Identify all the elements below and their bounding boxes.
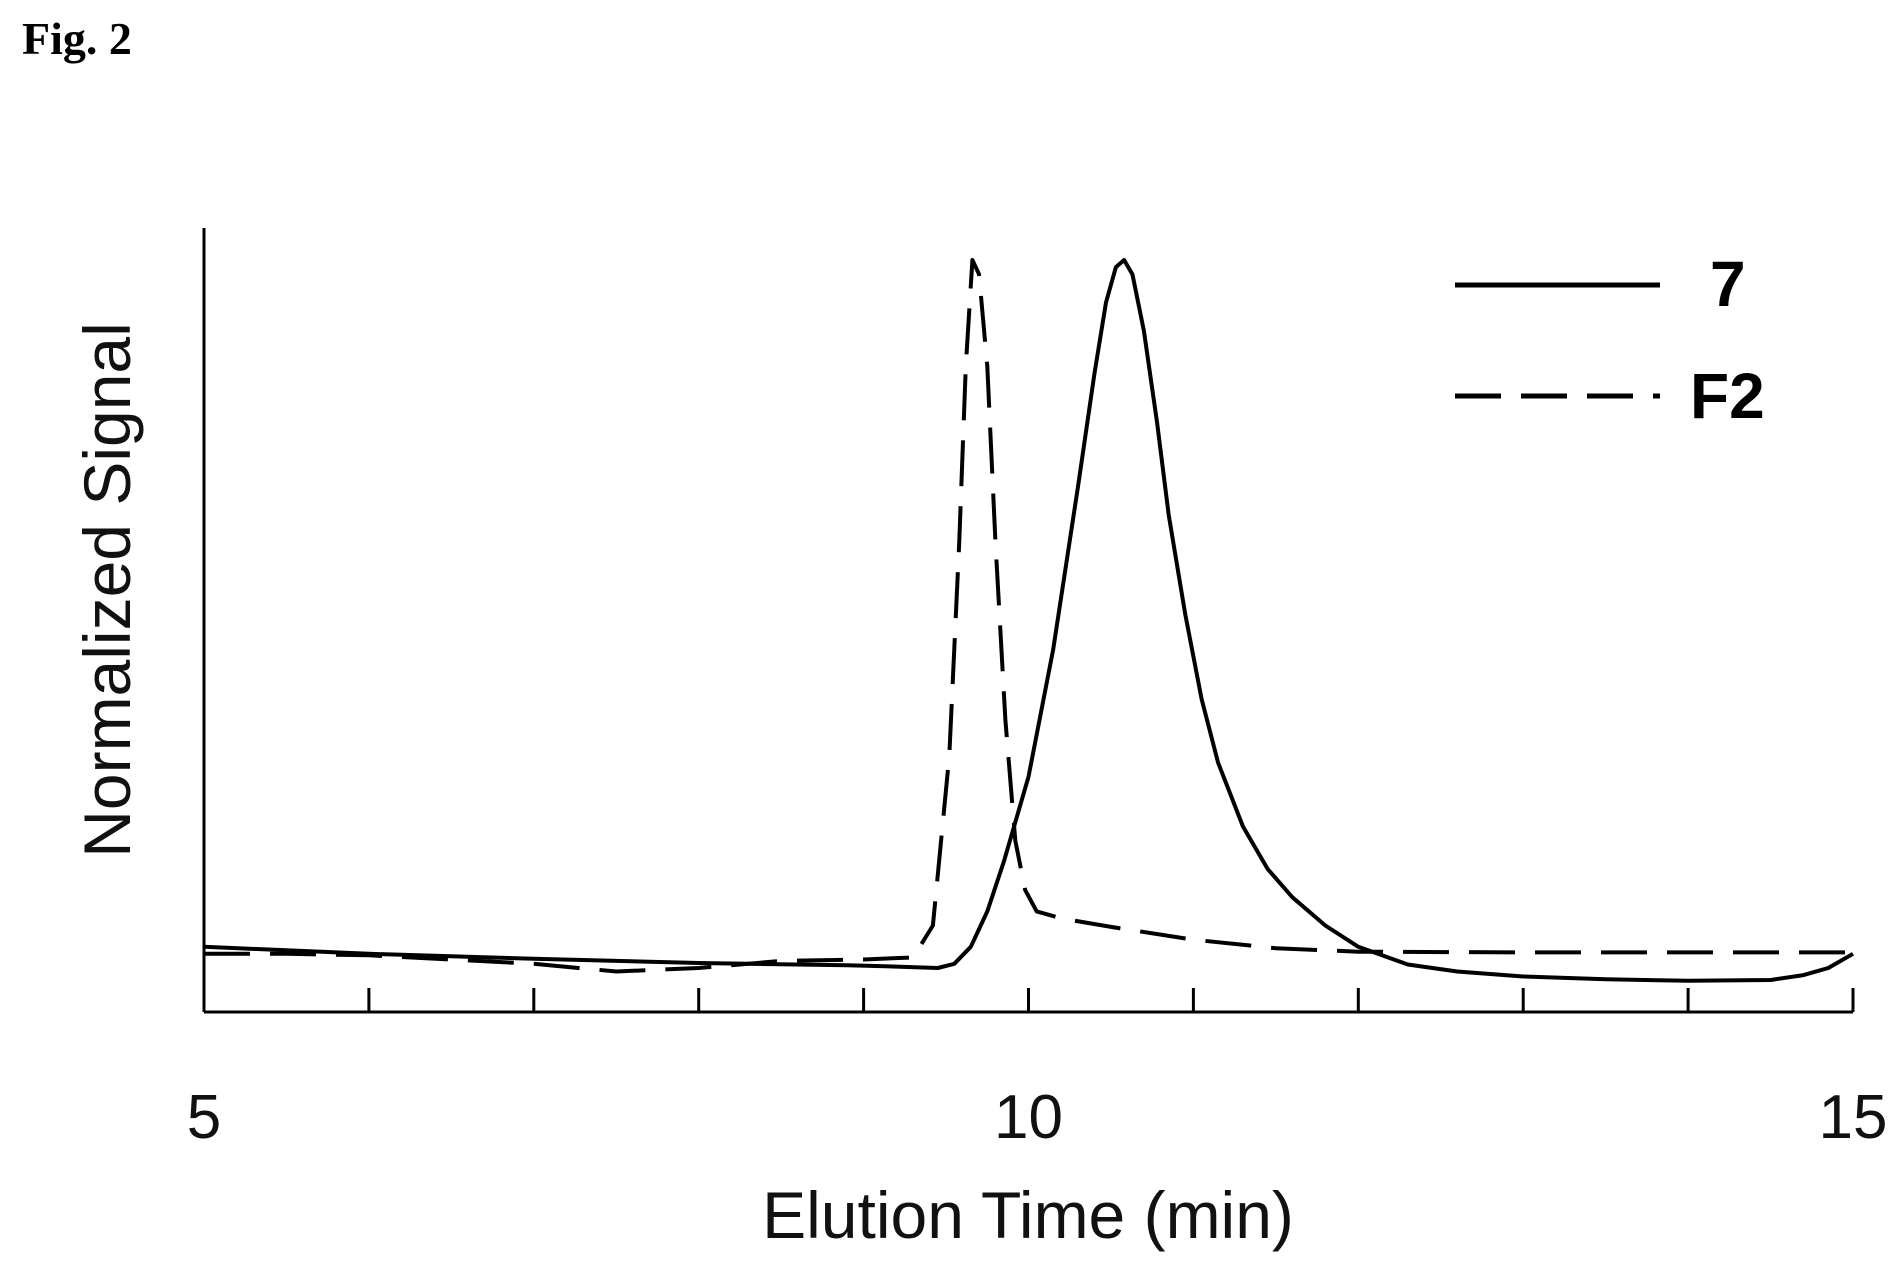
x-tick-labels: 5 10 15 — [187, 1083, 1888, 1152]
x-tick-label: 15 — [1819, 1083, 1888, 1152]
x-axis-title: Elution Time (min) — [762, 1178, 1294, 1252]
legend: 7 F2 — [1455, 248, 1765, 432]
legend-label-f2: F2 — [1690, 360, 1765, 432]
figure-label: Fig. 2 — [22, 13, 132, 64]
x-tick-label: 5 — [187, 1083, 221, 1152]
minor-ticks — [367, 988, 1855, 1012]
series-line-7 — [203, 258, 1854, 983]
plot-area — [203, 258, 1854, 983]
series-line-f2 — [204, 258, 1853, 974]
x-tick-label: 10 — [994, 1083, 1063, 1152]
y-axis-title: Normalized Signal — [70, 322, 144, 858]
legend-label-7: 7 — [1710, 248, 1746, 320]
